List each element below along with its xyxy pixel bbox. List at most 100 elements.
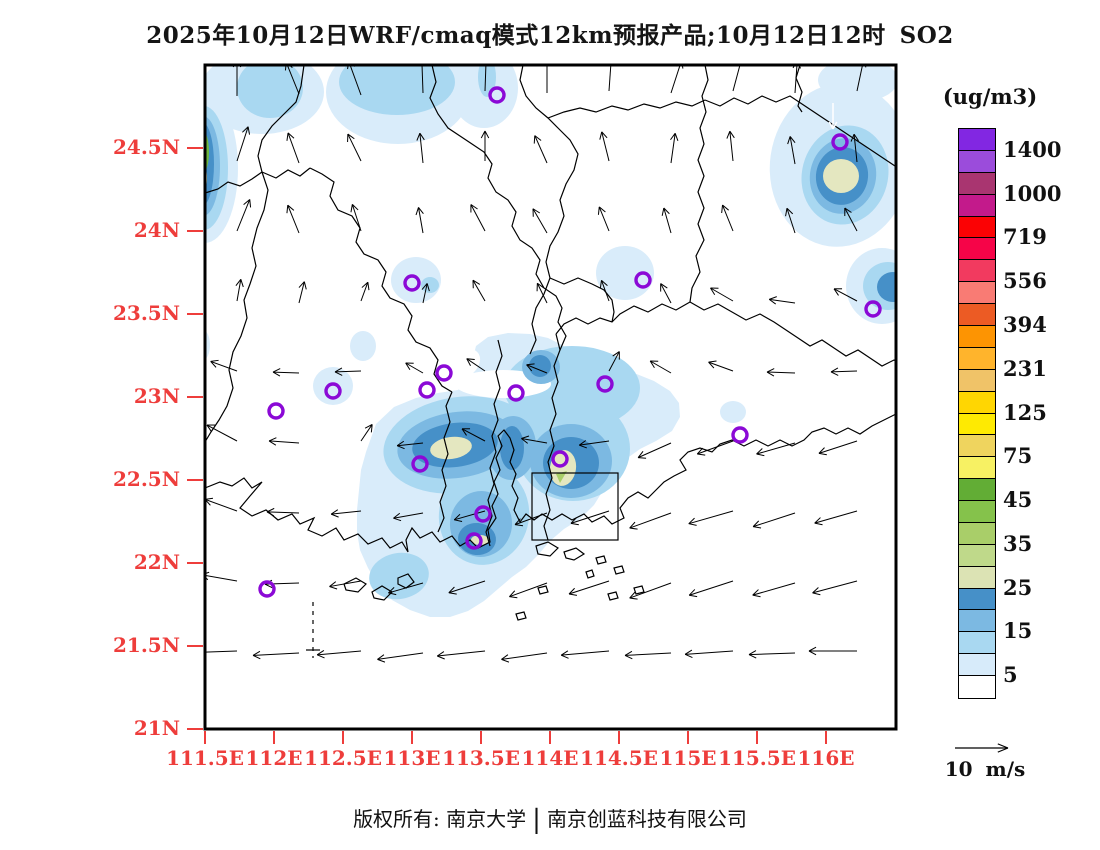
wind-arrow [286, 204, 300, 234]
wind-arrow [688, 510, 734, 526]
colorbar-cell [958, 478, 996, 503]
wind-arrow [752, 582, 796, 598]
wind-arrow [624, 650, 672, 660]
island-outline [535, 541, 559, 557]
station-marker [435, 364, 453, 382]
wind-arrow [814, 510, 858, 526]
copyright-divider: | [532, 805, 541, 835]
admin-boundary [795, 65, 803, 113]
station-marker [267, 402, 285, 420]
wind-arrow [660, 283, 672, 304]
wind-arrow [568, 580, 610, 596]
island-outline [633, 585, 645, 595]
colorbar-cell [958, 346, 996, 371]
wind-arrow [570, 510, 610, 526]
wind-arrow [453, 510, 486, 522]
page-title: 2025年10月12日WRF/cmaq模式12km预报产品;10月12日12时 S… [0, 16, 1100, 50]
wind-arrow [533, 135, 548, 164]
wind-arrow [684, 649, 734, 659]
wind-arrow [514, 512, 548, 527]
wind-arrow [448, 580, 486, 595]
wind-arrow [546, 65, 548, 93]
wind-arrow [844, 207, 858, 232]
wind-arrow [661, 207, 672, 234]
wind-arrow [833, 288, 858, 302]
wind-arrow [688, 580, 734, 598]
station-marker [403, 274, 421, 292]
boundary-layer [205, 65, 896, 658]
wind-arrow [501, 652, 548, 663]
so2-contour-blob [313, 367, 353, 405]
colorbar-cell [958, 456, 996, 481]
admin-boundary [205, 171, 269, 443]
so2-contour-blob [430, 436, 472, 460]
wind-arrow [597, 206, 610, 232]
admin-boundary [689, 65, 709, 303]
wind-arrow [472, 279, 486, 302]
wind-arrow [298, 281, 307, 304]
wind-arrow [710, 287, 734, 302]
so2-contour-blob [420, 338, 456, 362]
y-tick-label: 23.5N [113, 301, 180, 325]
station-marker [324, 382, 342, 400]
so2-contour-blob [350, 331, 376, 361]
x-tick-label: 115E [659, 746, 717, 770]
admin-boundary [549, 277, 615, 323]
colorbar-value-label: 15 [1003, 618, 1033, 644]
admin-boundary [205, 171, 263, 194]
wind-arrow [670, 132, 679, 164]
island-outline [607, 591, 619, 601]
wind-arrow [756, 442, 796, 457]
wind-arrow [252, 650, 300, 660]
colorbar-cell [958, 193, 996, 218]
wind-arrow [360, 423, 373, 442]
admin-boundary [704, 95, 896, 168]
colorbar-cell [958, 675, 996, 699]
wind-scale-label: 10 m/s [944, 757, 1026, 781]
wind-arrow [480, 130, 490, 161]
island-outline [595, 555, 607, 565]
colorbar-cell [958, 215, 996, 240]
x-tick-label: 114.5E [580, 746, 658, 770]
wind-arrow [210, 359, 238, 372]
admin-boundary [205, 413, 896, 553]
wind-arrow [521, 435, 548, 444]
island-outline [585, 569, 595, 579]
wind-arrow [236, 126, 251, 162]
species-label: SO2 [899, 22, 954, 49]
island-outline [343, 577, 367, 593]
admin-boundary [519, 65, 579, 355]
wind-arrow [205, 650, 238, 653]
admin-boundary [309, 167, 453, 393]
colorbar-cell [958, 390, 996, 415]
wind-arrow [509, 582, 548, 599]
wind-arrow [329, 580, 362, 590]
wind-arrow [396, 440, 424, 450]
wind-arrow [637, 442, 672, 459]
so2-contour-blob [877, 272, 896, 302]
wind-arrow [830, 367, 858, 376]
y-tick-label: 21.5N [113, 633, 180, 657]
so2-contour-blob [549, 450, 577, 486]
colorbar-value-label: 394 [1003, 311, 1047, 337]
colorbar-value-label: 5 [1003, 662, 1018, 688]
colorbar-cell [958, 171, 996, 196]
wind-arrow [526, 363, 548, 374]
admin-boundary [555, 301, 691, 335]
so2-contour-blob [205, 116, 220, 216]
station-marker [831, 133, 849, 151]
admin-boundary [257, 65, 305, 173]
station-marker [551, 450, 569, 468]
island-outline [613, 565, 625, 575]
inset-domain-box [531, 472, 619, 541]
wind-arrow [421, 283, 430, 304]
copyright-left: 版权所有: 南京大学 [353, 807, 527, 831]
so2-contour-blob [823, 159, 859, 193]
so2-contour-blob [450, 65, 518, 128]
wind-arrow [393, 512, 424, 522]
wind-arrow [334, 367, 362, 376]
x-tick-label: 114E [521, 746, 579, 770]
wind-arrow [726, 130, 735, 162]
